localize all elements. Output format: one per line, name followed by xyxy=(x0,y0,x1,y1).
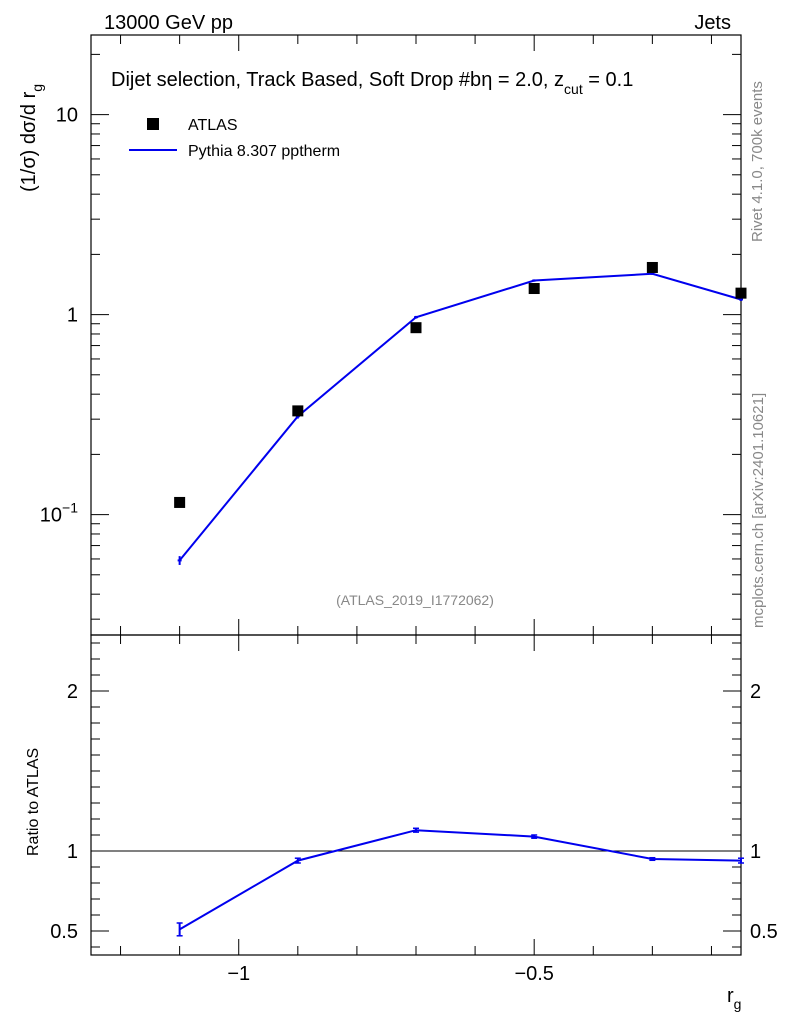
legend-pythia-label: Pythia 8.307 pptherm xyxy=(188,143,340,160)
ratio-y-tick-label-right: 2 xyxy=(750,681,761,703)
mcplots-reference-label: mcplots.cern.ch [arXiv:2401.10621] xyxy=(750,393,767,628)
pythia-series xyxy=(177,272,743,565)
analysis-watermark: (ATLAS_2019_I1772062) xyxy=(336,592,494,608)
main-y-tick-label: 10−1 xyxy=(40,500,78,527)
atlas-data-point xyxy=(735,287,747,299)
x-tick-labels: −1 −0.5 xyxy=(227,963,554,985)
ratio-y-tick-label-left: 1 xyxy=(67,841,78,863)
x-axis-label: rg xyxy=(727,985,741,1012)
plot-title: Dijet selection, Track Based, Soft Drop … xyxy=(111,69,633,97)
atlas-data-point xyxy=(292,405,304,417)
ratio-axis-ticks xyxy=(91,635,741,955)
ratio-y-axis-label: Ratio to ATLAS xyxy=(25,748,42,856)
ratio-series xyxy=(176,827,744,937)
rivet-version-label: Rivet 4.1.0, 700k events xyxy=(749,81,766,242)
header-process-label: Jets xyxy=(694,12,731,34)
legend-atlas-label: ATLAS xyxy=(188,117,238,134)
ratio-y-tick-labels: 0.5 0.5 1 1 2 2 xyxy=(50,681,778,943)
atlas-data-point xyxy=(646,261,658,273)
main-y-tick-label: 1 xyxy=(67,305,78,327)
main-y-tick-label: 10 xyxy=(56,105,78,127)
ratio-y-tick-label-right: 0.5 xyxy=(750,921,778,943)
main-y-axis-label: (1/σ) dσ/d rg xyxy=(18,84,45,192)
atlas-series xyxy=(174,261,747,508)
atlas-data-point xyxy=(528,283,540,295)
ratio-y-tick-label-left: 2 xyxy=(67,681,78,703)
ratio-y-tick-label-right: 1 xyxy=(750,841,761,863)
x-tick-label: −0.5 xyxy=(514,963,553,985)
x-tick-label: −1 xyxy=(227,963,250,985)
pythia-line xyxy=(178,272,742,562)
legend-atlas-marker xyxy=(147,118,159,130)
ratio-y-tick-label-left: 0.5 xyxy=(50,921,78,943)
header-beam-label: 13000 GeV pp xyxy=(104,12,233,34)
atlas-data-point xyxy=(410,322,422,334)
main-axis-ticks xyxy=(91,35,741,635)
atlas-data-point xyxy=(174,496,186,508)
ratio-line xyxy=(179,829,742,931)
ratio-panel-frame xyxy=(90,634,742,956)
main-y-tick-labels: 10−1 1 10 xyxy=(40,105,78,527)
